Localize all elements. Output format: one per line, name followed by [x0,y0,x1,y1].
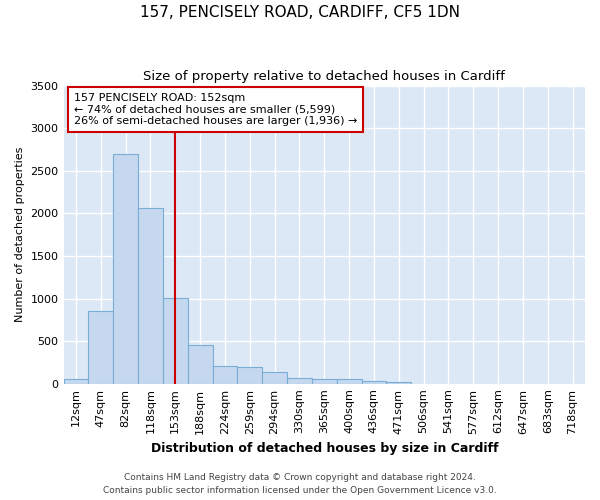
Bar [287,378,312,384]
Text: 157, PENCISELY ROAD, CARDIFF, CF5 1DN: 157, PENCISELY ROAD, CARDIFF, CF5 1DN [140,5,460,20]
Bar [262,372,287,384]
Title: Size of property relative to detached houses in Cardiff: Size of property relative to detached ho… [143,70,505,83]
Bar [163,298,188,384]
X-axis label: Distribution of detached houses by size in Cardiff: Distribution of detached houses by size … [151,442,498,455]
Bar [362,380,386,384]
Bar [64,378,88,384]
Bar [337,379,362,384]
Bar [212,366,238,384]
Bar [138,208,163,384]
Bar [188,346,212,384]
Bar [386,382,411,384]
Bar [113,154,138,384]
Bar [88,312,113,384]
Bar [238,366,262,384]
Text: 157 PENCISELY ROAD: 152sqm
← 74% of detached houses are smaller (5,599)
26% of s: 157 PENCISELY ROAD: 152sqm ← 74% of deta… [74,93,358,126]
Text: Contains HM Land Registry data © Crown copyright and database right 2024.
Contai: Contains HM Land Registry data © Crown c… [103,474,497,495]
Bar [312,378,337,384]
Y-axis label: Number of detached properties: Number of detached properties [15,147,25,322]
